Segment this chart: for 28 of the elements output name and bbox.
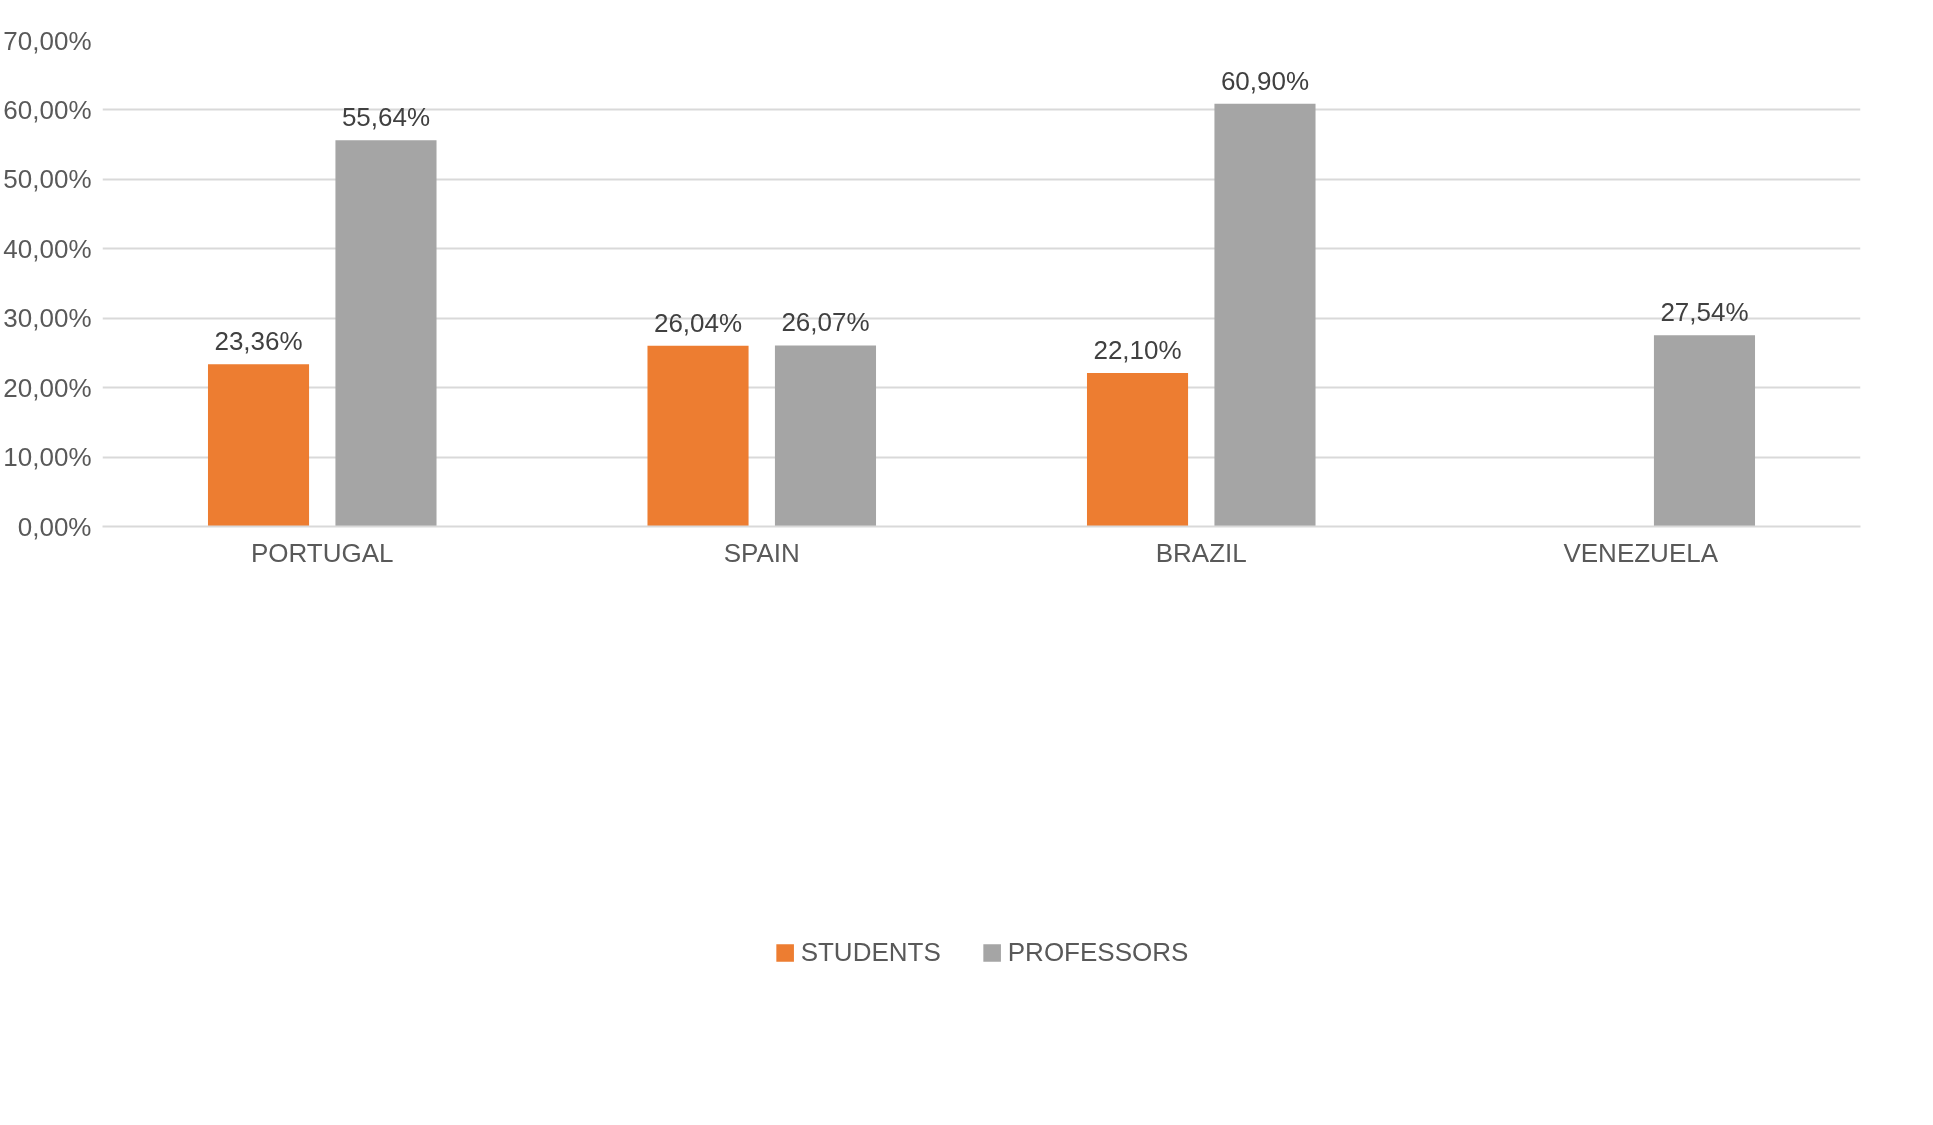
bar — [335, 140, 437, 527]
bar — [1214, 103, 1316, 527]
y-tick-label: 0,00% — [17, 511, 92, 542]
bar — [1086, 373, 1189, 527]
x-tick-label: PORTUGAL — [250, 537, 394, 568]
y-tick-label: 40,00% — [3, 233, 92, 264]
y-tick-label: 50,00% — [3, 164, 92, 195]
x-tick-label: SPAIN — [723, 537, 800, 568]
y-tick-label: 60,00% — [3, 94, 92, 125]
x-tick-label: BRAZIL — [1155, 537, 1247, 568]
y-tick-label: 30,00% — [3, 303, 92, 334]
data-label: 26,04% — [653, 307, 743, 338]
bar — [1653, 335, 1756, 527]
data-label: 27,54% — [1660, 297, 1749, 328]
data-label: 22,10% — [1093, 335, 1182, 366]
x-tick-label: VENEZUELA — [1563, 537, 1719, 568]
data-label: 23,36% — [214, 326, 303, 357]
bar — [774, 345, 877, 527]
y-tick-label: 70,00% — [3, 25, 92, 56]
bar — [647, 345, 749, 527]
y-tick-label: 10,00% — [3, 442, 92, 473]
data-label: 55,64% — [341, 102, 431, 133]
legend-label: STUDENTS — [800, 936, 941, 968]
y-tick-label: 20,00% — [3, 372, 92, 403]
bar — [207, 364, 310, 527]
data-label: 60,90% — [1220, 65, 1310, 96]
data-label: 26,07% — [781, 307, 870, 338]
legend-label: PROFESSORS — [1007, 936, 1189, 968]
